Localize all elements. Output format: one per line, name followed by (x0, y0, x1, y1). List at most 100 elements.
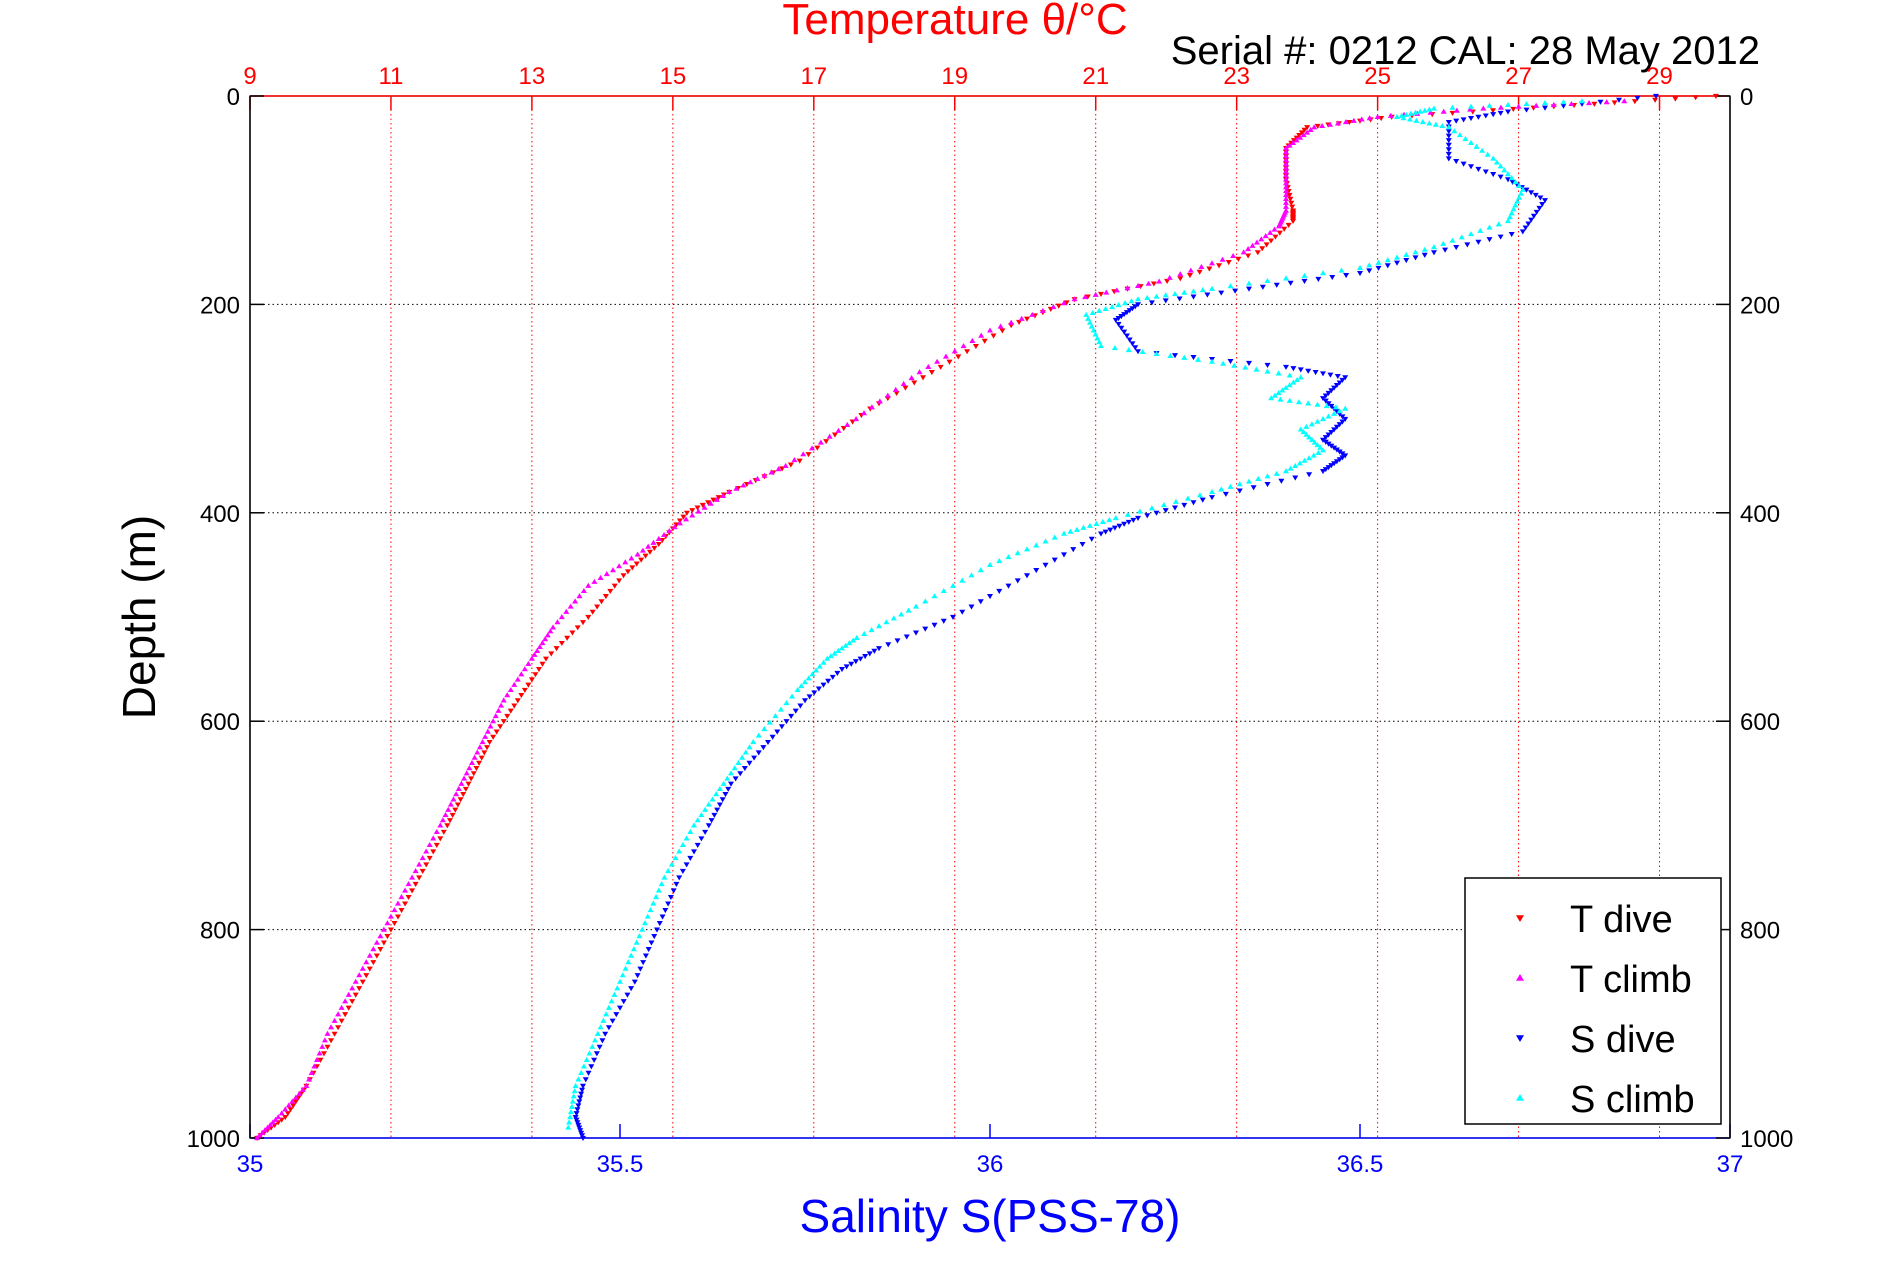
trace-marker (611, 583, 618, 589)
trace-marker (999, 328, 1006, 334)
trace-marker (1339, 455, 1346, 461)
trace-marker (1051, 534, 1058, 540)
trace-marker (1092, 291, 1099, 297)
trace-marker (687, 828, 694, 835)
trace-marker (658, 881, 665, 887)
trace-marker (571, 1088, 578, 1094)
trace-marker (1331, 461, 1338, 467)
trace-marker (1303, 431, 1310, 437)
trace-marker (653, 894, 660, 900)
trace-marker (1061, 300, 1067, 306)
trace-marker (574, 1107, 581, 1113)
trace-marker (922, 598, 929, 604)
trace-marker (423, 848, 430, 854)
trace-marker (1413, 117, 1420, 123)
trace-marker (1286, 192, 1293, 198)
trace-marker (1342, 119, 1349, 125)
trace-marker (1160, 501, 1167, 508)
trace-marker (370, 946, 377, 952)
trace-marker (666, 528, 673, 534)
trace-marker (1232, 288, 1239, 294)
data-point (282, 1115, 289, 1121)
trace-marker (760, 745, 767, 751)
trace-marker (683, 516, 690, 522)
trace-marker (484, 728, 491, 734)
trace-marker (946, 359, 953, 365)
data-point (1342, 405, 1349, 411)
trace-marker (959, 577, 966, 583)
trace-marker (597, 574, 604, 581)
data-point (913, 603, 919, 609)
trace-marker (1246, 478, 1252, 484)
trace-marker (377, 933, 384, 939)
data-point (1480, 105, 1487, 111)
trace-marker (1331, 445, 1338, 451)
trace-marker (1249, 242, 1256, 248)
trace-marker (787, 462, 794, 468)
trace-marker (1505, 101, 1511, 107)
data-point (1135, 296, 1141, 302)
data-point (1505, 109, 1511, 115)
trace-marker (789, 693, 796, 699)
data-point (331, 1031, 338, 1037)
trace-marker (1296, 460, 1303, 466)
data-point (824, 655, 831, 661)
trace-marker (668, 861, 675, 867)
trace-marker (1102, 529, 1109, 535)
trace-marker (1264, 277, 1271, 284)
trace-marker (642, 953, 649, 959)
trace-marker (1328, 388, 1335, 394)
data-point (550, 624, 557, 630)
data-point (782, 462, 789, 469)
trace-marker (1283, 149, 1289, 155)
trace-marker (1329, 274, 1336, 281)
trace-marker (996, 588, 1003, 594)
trace-marker (925, 363, 932, 370)
trace-marker (1283, 152, 1289, 159)
trace-marker (625, 959, 632, 965)
trace-marker (1327, 372, 1334, 378)
trace-marker (950, 582, 956, 588)
trace-marker (391, 920, 398, 927)
trace-marker (1315, 449, 1322, 455)
data-point (458, 780, 465, 786)
data-point (1283, 145, 1289, 151)
data-point (1061, 530, 1067, 536)
trace-marker (732, 776, 739, 782)
data-point (937, 364, 944, 370)
trace-marker (1129, 306, 1136, 312)
trace-marker (735, 759, 742, 765)
trace-marker (289, 1098, 296, 1104)
trace-marker (449, 812, 456, 818)
trace-marker (1245, 246, 1252, 252)
trace-marker (1283, 188, 1289, 194)
trace-marker (1123, 310, 1130, 316)
trace-marker (719, 797, 726, 803)
trace-marker (450, 796, 457, 802)
trace-marker (798, 683, 805, 689)
data-point (1357, 271, 1363, 277)
trace-marker (497, 724, 504, 730)
trace-marker (356, 972, 363, 978)
trace-marker (478, 755, 485, 761)
trace-marker (1460, 117, 1467, 123)
trace-marker (398, 907, 405, 914)
trace-marker (997, 323, 1004, 329)
trace-marker (1440, 108, 1447, 114)
trace-marker (1190, 355, 1197, 361)
trace-marker (373, 939, 380, 945)
trace-marker (335, 1011, 342, 1017)
trace-marker (349, 999, 356, 1005)
trace-marker (1516, 182, 1523, 188)
trace-marker (349, 985, 356, 991)
trace-marker (805, 675, 812, 681)
trace-marker (345, 991, 352, 997)
trace-marker (1283, 164, 1289, 170)
trace-marker (445, 806, 452, 812)
trace-marker (680, 514, 687, 520)
trace-marker (1325, 401, 1332, 407)
salinity-tick-label: 37 (1717, 1151, 1744, 1178)
trace-marker (539, 640, 546, 646)
trace-marker (778, 724, 785, 730)
trace-marker (1412, 255, 1419, 261)
